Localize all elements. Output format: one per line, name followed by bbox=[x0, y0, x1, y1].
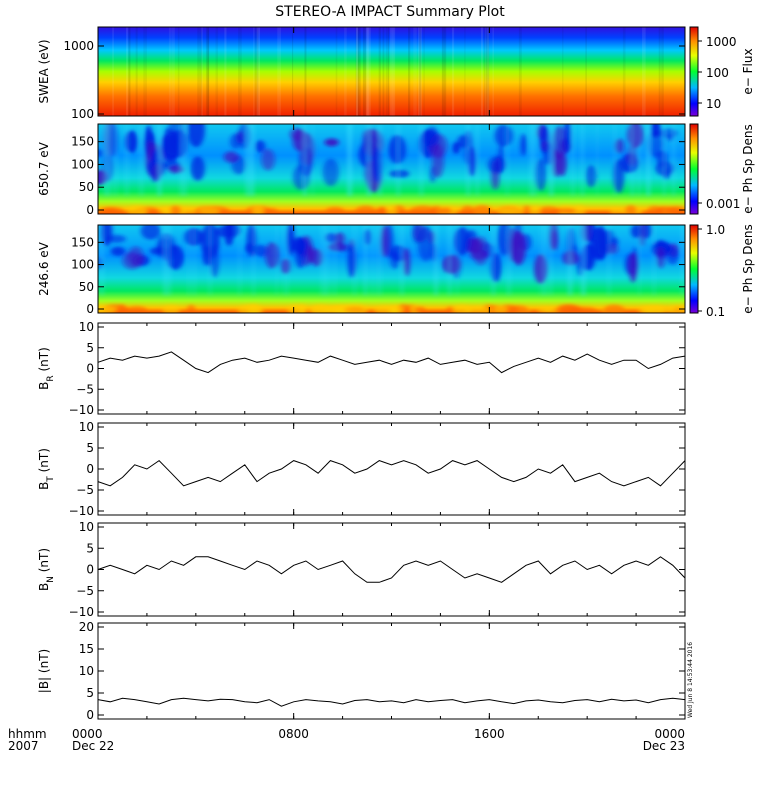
x-year-label: 2007 bbox=[8, 739, 39, 753]
y-tick-label: 100 bbox=[71, 258, 94, 272]
colorbar-tick-label: 1.0 bbox=[706, 223, 725, 237]
colorbar-tick-label: 100 bbox=[706, 66, 729, 80]
series-line-bt bbox=[97, 459, 686, 487]
timestamp-label: Wed Jun 8 14:53:44 2016 bbox=[687, 642, 694, 718]
y-tick-label: 150 bbox=[71, 235, 94, 249]
y-tick-label: 10 bbox=[79, 420, 94, 434]
y-axis-label-bmag: |B| (nT) bbox=[37, 649, 51, 693]
y-tick-label: −5 bbox=[76, 483, 94, 497]
y-tick-label: 100 bbox=[71, 107, 94, 121]
y-tick-label: 50 bbox=[79, 280, 94, 294]
heatmap-swea bbox=[98, 27, 685, 116]
y-tick-label: 20 bbox=[79, 620, 94, 634]
y-tick-label: −5 bbox=[76, 584, 94, 598]
panel-bt: BT (nT) 10 5 0 −5 −10 bbox=[37, 420, 686, 518]
y-tick-label: 5 bbox=[86, 686, 94, 700]
y-tick-label: 0 bbox=[86, 302, 94, 316]
y-tick-label: 5 bbox=[86, 541, 94, 555]
y-tick-label: 15 bbox=[79, 642, 94, 656]
y-tick-label: 0 bbox=[86, 563, 94, 577]
x-date-label: Dec 23 bbox=[643, 739, 685, 753]
y-tick-label: 1000 bbox=[63, 39, 94, 53]
panel-frame-bmag bbox=[97, 622, 686, 720]
y-axis-label-swea: SWEA (eV) bbox=[37, 39, 51, 103]
y-tick-label: −10 bbox=[69, 403, 94, 417]
y-tick-label: −10 bbox=[69, 504, 94, 518]
y-tick-label: 100 bbox=[71, 157, 94, 171]
colorbar-tick-label: 0.1 bbox=[706, 305, 725, 319]
y-tick-label: 150 bbox=[71, 135, 94, 149]
y-tick-label: 10 bbox=[79, 520, 94, 534]
x-tick-label: 0800 bbox=[278, 727, 309, 741]
colorbar-tick-label: 10 bbox=[706, 97, 721, 111]
y-tick-label: 10 bbox=[79, 664, 94, 678]
panel-frame-bt bbox=[97, 422, 686, 516]
y-tick-label: −5 bbox=[76, 382, 94, 396]
y-tick-label: 5 bbox=[86, 441, 94, 455]
colorbar-swea bbox=[690, 27, 698, 116]
colorbar-pad650 bbox=[690, 124, 698, 214]
panel-pad246: 246.6 eV 150 100 50 0 1.0 0.1 e− Ph Sp Dens bbox=[37, 223, 755, 319]
y-tick-label: 10 bbox=[79, 320, 94, 334]
y-axis-label-pad246: 246.6 eV bbox=[37, 241, 51, 296]
y-tick-label: 5 bbox=[86, 341, 94, 355]
x-tick-label: 0000 bbox=[72, 727, 103, 741]
colorbar-tick-label: 0.001 bbox=[706, 197, 740, 211]
y-tick-label: 0 bbox=[86, 203, 94, 217]
colorbar-label-pad246: e− Ph Sp Dens bbox=[741, 224, 755, 313]
y-axis-label-bt: BT (nT) bbox=[37, 448, 56, 490]
series-line-bmag bbox=[97, 697, 686, 707]
series-line-br bbox=[97, 351, 686, 374]
y-axis-label-bn: BN (nT) bbox=[37, 548, 56, 591]
panel-pad650: 650.7 eV 150 100 50 0 0.001 e− Ph Sp Dens bbox=[37, 123, 755, 217]
panel-bn: BN (nT) 10 5 0 −5 −10 bbox=[37, 520, 686, 619]
panel-frame-swea bbox=[97, 26, 686, 117]
y-axis-label-br: BR (nT) bbox=[37, 347, 56, 390]
panel-frame-bn bbox=[97, 522, 686, 617]
panel-bmag: |B| (nT) 20 15 10 5 0 bbox=[37, 620, 686, 722]
panel-frame-br bbox=[97, 322, 686, 415]
y-tick-label: 0 bbox=[86, 462, 94, 476]
panel-swea: SWEA (eV) 1000 100 1000 100 10 e− Flux bbox=[37, 26, 755, 121]
panel-frame-pad650 bbox=[97, 123, 686, 215]
x-time-label: hhmm bbox=[8, 727, 47, 741]
chart-title: STEREO-A IMPACT Summary Plot bbox=[275, 4, 505, 20]
heatmap-pad246 bbox=[98, 225, 685, 313]
y-tick-label: 0 bbox=[86, 362, 94, 376]
colorbar-pad246 bbox=[690, 225, 698, 313]
heatmap-pad650 bbox=[98, 124, 685, 214]
colorbar-label-swea: e− Flux bbox=[741, 48, 755, 94]
y-tick-label: 50 bbox=[79, 180, 94, 194]
series-line-bn bbox=[97, 556, 686, 583]
colorbar-label-pad650: e− Ph Sp Dens bbox=[741, 124, 755, 213]
line-panels: BR (nT) 10 5 0 −5 −10 BT (nT) 10 5 0 −5 −10 BN (nT) 1… bbox=[37, 320, 686, 722]
y-axis-label-pad650: 650.7 eV bbox=[37, 141, 51, 196]
x-tick-label: 0000 bbox=[654, 727, 685, 741]
colorbar-tick-label: 1000 bbox=[706, 35, 737, 49]
y-tick-label: −10 bbox=[69, 605, 94, 619]
y-tick-label: 0 bbox=[86, 708, 94, 722]
x-tick-label: 1600 bbox=[474, 727, 505, 741]
panel-br: BR (nT) 10 5 0 −5 −10 bbox=[37, 320, 686, 417]
x-date-label: Dec 22 bbox=[72, 739, 114, 753]
panel-frame-pad246 bbox=[97, 224, 686, 314]
